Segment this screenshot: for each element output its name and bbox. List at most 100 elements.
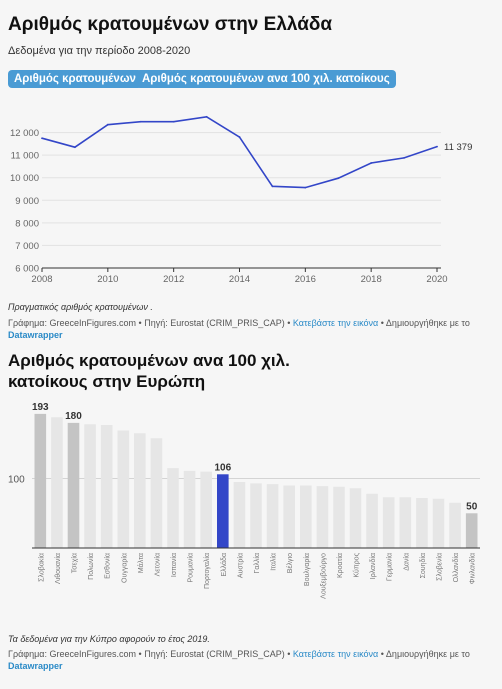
category-label: Ιρλανδία <box>369 553 377 579</box>
bar <box>283 485 295 548</box>
data-point <box>172 120 175 123</box>
credit-source: Γράφημα: GreeceInFigures.com • Πηγή: Eur… <box>8 318 291 328</box>
bar <box>416 498 428 548</box>
x-tick-label: 2010 <box>97 274 118 285</box>
bar <box>300 485 312 548</box>
credit-made-with: • Δημιουργήθηκε με το <box>380 318 470 328</box>
x-tick-label: 2016 <box>295 274 316 285</box>
bar <box>34 413 47 548</box>
bar <box>51 417 63 548</box>
data-point <box>238 136 241 138</box>
bar <box>217 474 229 548</box>
category-label: Ισπανία <box>170 553 178 577</box>
bar <box>84 424 96 548</box>
bar <box>150 438 163 548</box>
category-label: Εσθονία <box>104 553 112 579</box>
category-label: Γαλλία <box>253 553 261 574</box>
category-label: Δανία <box>402 553 410 571</box>
data-point <box>337 177 340 180</box>
bar-value-label: 50 <box>466 501 478 512</box>
bar-chart: 100 193 Σλοβακία Λιθουανία 180 Τσεχία Πολωνία Ε… <box>8 402 480 599</box>
y-tick-label: 8 000 <box>15 218 39 229</box>
reference-label: 100 <box>8 475 25 486</box>
category-label: Ρουμανία <box>187 553 195 583</box>
end-value-label: 11 379 <box>444 142 472 153</box>
category-label: Κροατία <box>336 553 344 578</box>
category-label: Λουξεμβούργο <box>319 553 327 599</box>
series-button-count[interactable]: Αριθμός κρατουμένων <box>8 70 142 88</box>
line-chart: 6 000 7 000 8 000 9 000 10 000 11 000 12 000 20… <box>10 115 472 285</box>
category-label: Λιθουανία <box>54 553 62 584</box>
bar <box>134 433 146 548</box>
credit-source: Γράφημα: GreeceInFigures.com • Πηγή: Eur… <box>8 649 291 659</box>
data-point <box>370 162 373 164</box>
bar <box>67 422 80 548</box>
bar <box>167 468 179 548</box>
x-tick-label: 2008 <box>31 274 52 285</box>
bar <box>117 430 130 548</box>
category-label: Φινλανδία <box>469 553 477 584</box>
data-point <box>74 146 76 149</box>
x-tick-label: 2020 <box>426 274 447 285</box>
chart1-title: Αριθμός κρατουμένων στην Ελλάδα <box>8 14 333 35</box>
chart2-credit: Γράφημα: GreeceInFigures.com • Πηγή: Eur… <box>8 648 488 672</box>
chart1-subtitle: Δεδομένα για την περίοδο 2008-2020 <box>8 45 191 57</box>
credit-made-with: • Δημιουργήθηκε με το <box>380 649 470 659</box>
data-point <box>41 137 43 140</box>
category-label: Τσεχία <box>71 553 79 573</box>
y-tick-label: 12 000 <box>10 128 39 139</box>
chart1-credit: Γράφημα: GreeceInFigures.com • Πηγή: Eur… <box>8 317 488 341</box>
bar <box>266 484 279 548</box>
category-label: Πολωνία <box>87 553 95 580</box>
category-label: Σλοβενία <box>436 553 444 581</box>
bar <box>233 482 246 548</box>
datawrapper-link[interactable]: Datawrapper <box>8 661 63 671</box>
category-label: Λετονία <box>153 553 161 576</box>
x-tick-label: 2012 <box>163 274 184 285</box>
data-point <box>271 185 274 188</box>
datawrapper-link[interactable]: Datawrapper <box>8 330 63 340</box>
category-label: Ολλανδία <box>452 553 460 582</box>
category-label: Σουηδία <box>419 553 427 578</box>
bar <box>366 493 378 548</box>
bar <box>399 497 412 548</box>
series-line <box>41 115 438 189</box>
category-label: Μάλτα <box>137 553 145 573</box>
bar <box>333 486 345 548</box>
category-label: Βέλγιο <box>286 553 294 573</box>
bar <box>349 488 362 548</box>
category-label: Ελλάδα <box>220 553 228 577</box>
category-label: Αυστρία <box>236 553 244 578</box>
category-label: Κύπρος <box>353 552 361 577</box>
bar <box>449 502 461 548</box>
data-point <box>436 145 438 148</box>
y-tick-label: 6 000 <box>15 264 39 275</box>
chart2-note: Τα δεδομένα για την Κύπρο αφορούν το έτο… <box>8 634 210 644</box>
chart2-title: Αριθμός κρατουμένων ανα 100 χιλ. κατοίκο… <box>8 351 290 391</box>
x-tick-label: 2018 <box>361 274 382 285</box>
data-point <box>304 186 307 189</box>
y-tick-label: 10 000 <box>10 173 39 184</box>
category-label: Βουλγαρία <box>303 553 311 586</box>
bar-value-label: 180 <box>65 411 82 422</box>
y-tick-label: 11 000 <box>11 151 39 162</box>
download-image-link[interactable]: Κατεβάστε την εικόνα <box>292 649 379 659</box>
category-label: Ουγγαρία <box>120 553 128 583</box>
bar <box>316 486 329 548</box>
data-point <box>205 115 208 118</box>
category-label: Ιταλία <box>270 553 278 571</box>
y-tick-label: 7 000 <box>15 241 39 252</box>
bar <box>432 498 445 548</box>
category-label: Γερμανία <box>386 553 394 581</box>
bar <box>200 471 212 548</box>
series-button-per-capita[interactable]: Αριθμός κρατουμένων ανα 100 χιλ. κατοίκο… <box>136 70 396 88</box>
download-image-link[interactable]: Κατεβάστε την εικόνα <box>292 318 379 328</box>
y-tick-label: 9 000 <box>15 196 39 207</box>
bar-value-label: 193 <box>32 402 49 413</box>
data-point <box>106 123 109 126</box>
bar <box>382 497 395 548</box>
bar <box>250 483 262 548</box>
category-label: Σλοβακία <box>37 553 45 582</box>
bar <box>100 425 113 548</box>
chart1-note: Πραγματικός αριθμός κρατουμένων . <box>8 302 153 312</box>
